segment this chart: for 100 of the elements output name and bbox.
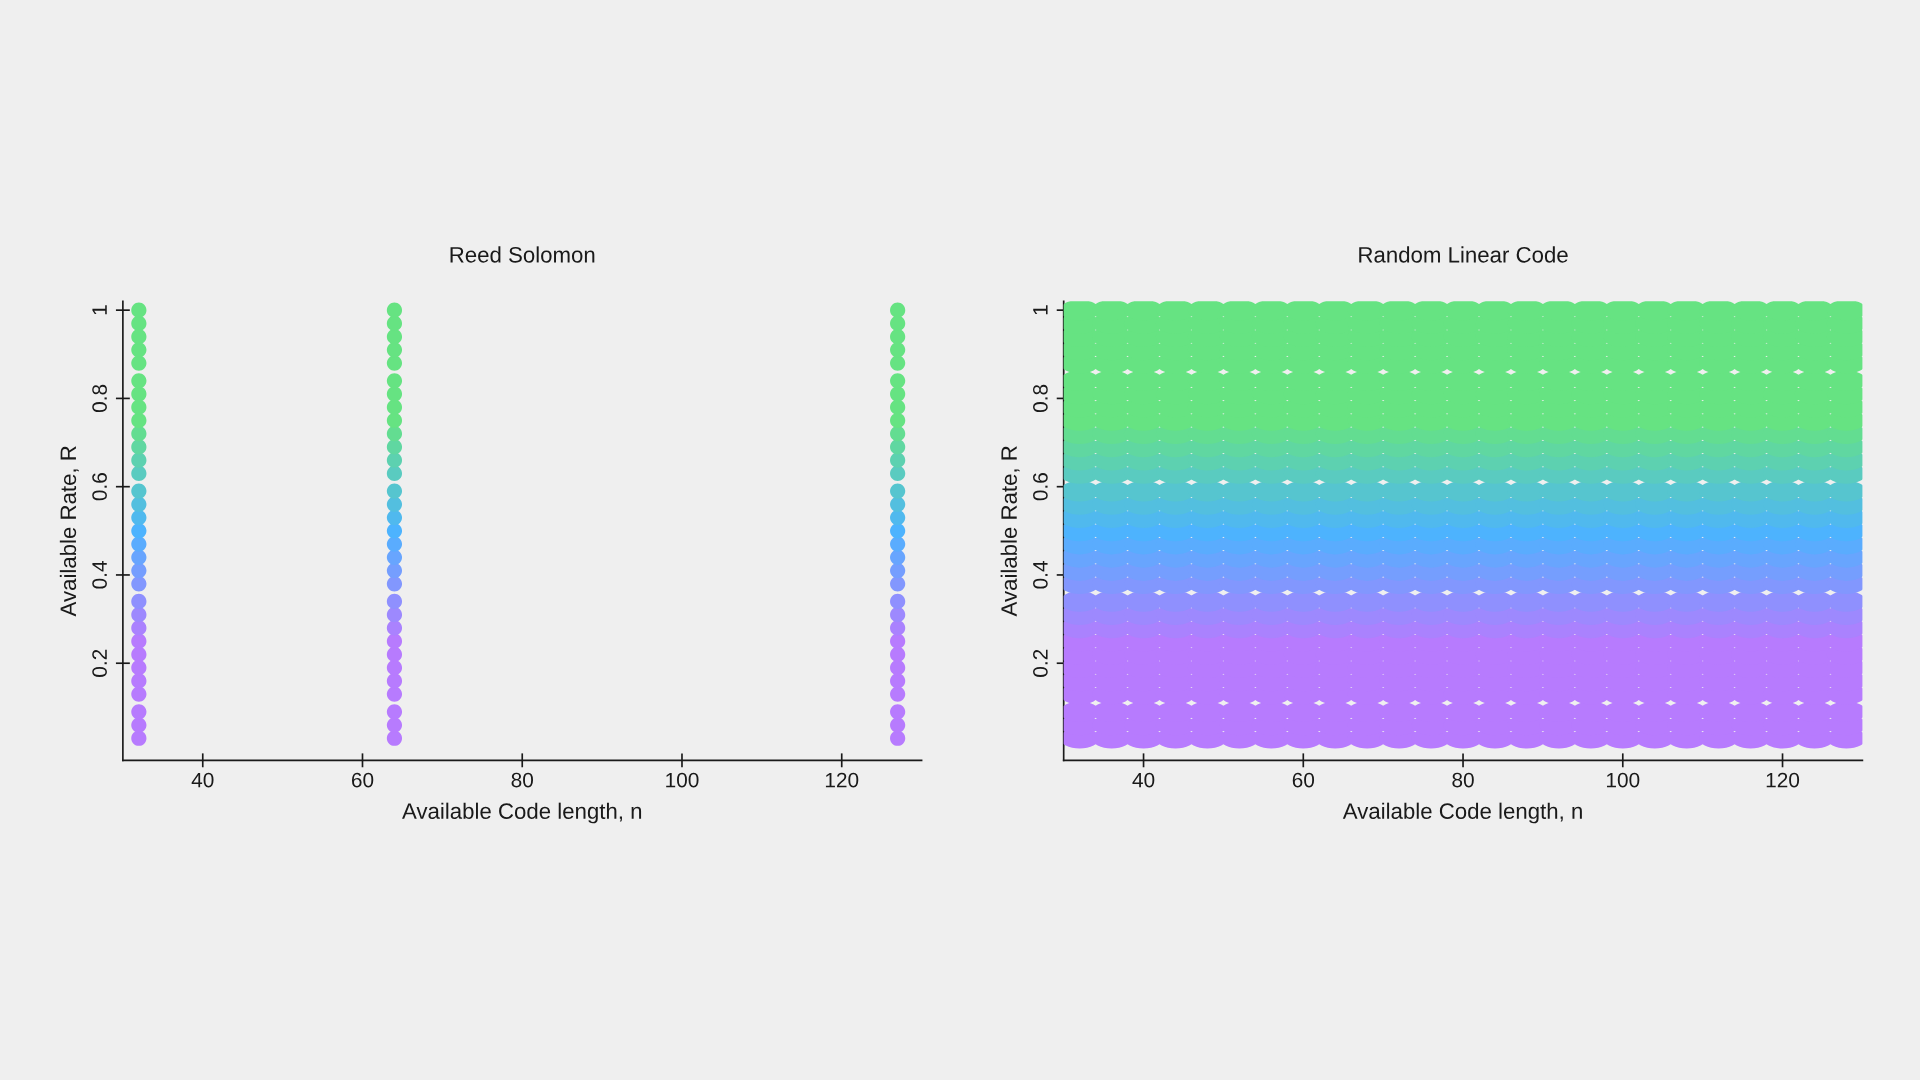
point [890,465,906,482]
point [131,646,147,662]
point [890,342,906,358]
point [890,607,906,623]
point [386,607,403,623]
point [386,646,403,662]
y-tick-label: 0.6 [92,473,107,501]
point [386,426,403,442]
point [386,315,403,331]
point [890,562,906,579]
point [890,646,906,662]
point [386,465,403,482]
point [386,549,403,565]
x-tick-label: 80 [511,772,534,788]
point [890,386,906,402]
point [131,302,147,318]
point [890,302,906,318]
point [890,704,906,720]
point [890,717,906,733]
y-tick-label: 1 [1033,305,1048,315]
point [131,452,147,468]
point [386,562,403,579]
point [131,483,147,499]
point [131,593,147,610]
y-tick-label: 0.4 [1033,561,1048,589]
point [386,329,403,345]
x-tick-label: 120 [825,772,859,788]
chart-title: Random Linear Code [1359,246,1568,263]
point [131,717,147,733]
point [890,673,906,689]
point [131,496,147,512]
point [131,660,147,676]
point [131,704,147,720]
point [131,439,147,455]
x-tick-label: 40 [1132,772,1155,788]
y-tick-label: 0.2 [1033,649,1048,677]
point [131,686,147,702]
point [890,399,906,415]
point [890,452,906,468]
point [131,562,147,579]
point [890,509,906,526]
point [890,549,906,565]
point [386,730,403,746]
y-tick-label: 0.2 [92,649,107,677]
point [890,315,906,331]
point [386,452,403,468]
point [890,412,906,429]
point [131,509,147,526]
point [386,342,403,358]
x-tick-label: 100 [666,772,699,788]
x-tick-label: 80 [1452,772,1474,788]
point [386,399,403,415]
point [386,593,403,610]
point [131,607,147,623]
x-tick-label: 100 [1606,772,1640,788]
point [890,483,906,499]
x-tick-label: 60 [351,772,374,788]
point [890,439,906,455]
point [131,673,147,689]
x-tick-label: 60 [1292,772,1315,788]
point [386,686,403,702]
point [131,549,147,565]
point [386,509,403,526]
point [131,536,147,552]
point [386,717,403,733]
point [131,373,147,389]
x-tick-label: 40 [191,772,214,788]
point [131,426,147,442]
point [386,496,403,512]
point [890,576,906,592]
point [131,633,147,649]
point [386,373,403,389]
point [386,620,403,636]
y-axis-title: Available Rate, R [59,446,79,617]
point [890,329,906,345]
y-tick-label: 1 [92,305,107,315]
point [131,730,147,746]
point [386,302,403,318]
point [386,673,403,689]
point [890,373,906,389]
point [131,342,147,358]
point [386,704,403,720]
point [131,386,147,402]
point [386,386,403,402]
point [386,355,403,371]
x-axis-title: Available Code length, n [1342,802,1582,824]
point [131,329,147,345]
x-tick-label: 120 [1766,772,1800,788]
point [131,412,147,429]
point [131,576,147,592]
point [386,536,403,552]
point [386,483,403,499]
point [131,523,147,539]
y-tick-label: 0.6 [1033,473,1048,501]
point [386,523,403,539]
point [890,593,906,610]
point [386,633,403,649]
x-axis-title: Available Code length, n [402,802,642,824]
y-tick-label: 0.4 [92,561,107,589]
point [131,315,147,331]
